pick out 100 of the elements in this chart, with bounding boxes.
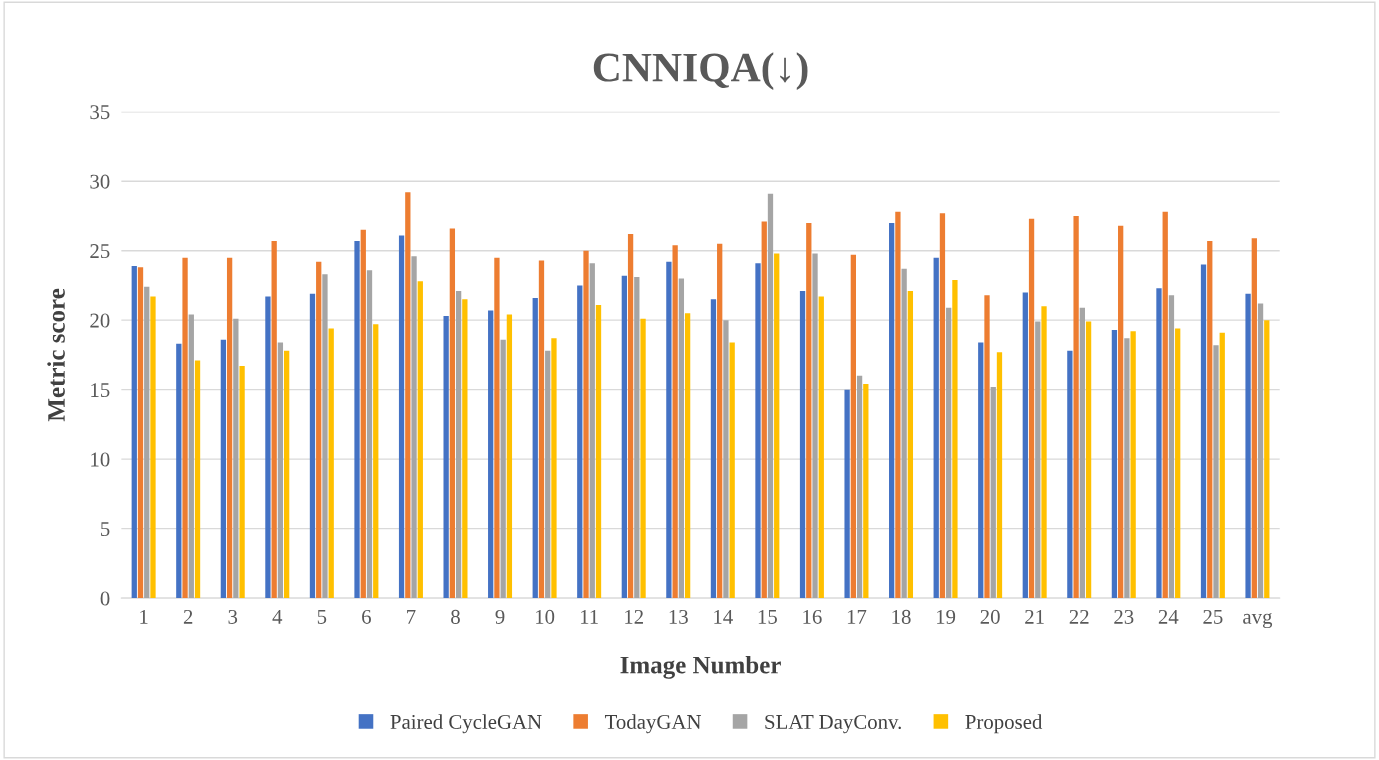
x-tick-label: 23 [1114,609,1134,624]
x-tick-label: 5 [317,610,327,624]
x-tick-label: 6 [362,609,371,624]
bar [328,328,334,599]
x-tick-label: 12 [625,609,643,624]
bar [1251,238,1257,599]
y-tick-label: 5 [101,522,110,537]
bar [723,320,729,599]
bar [316,261,322,599]
x-tick-label: 3 [228,609,238,624]
y-axis-title: Metric score [47,288,65,422]
y-tick-label: 15 [91,383,110,398]
bar [901,268,907,599]
x-tick-label: 24 [1158,609,1179,624]
x-tick-label: 20 [980,609,1000,624]
bar [131,265,137,599]
bar [1156,288,1162,599]
bar [360,229,366,599]
bar [1257,303,1264,599]
bar [462,299,468,599]
bar [265,296,271,599]
bar [1111,329,1118,599]
bar [678,278,685,599]
bar [1079,307,1085,599]
bar [895,211,901,599]
bar [1067,350,1073,599]
x-tick-label: 17 [847,609,867,624]
y-tick-label: 20 [90,313,110,328]
bar [1213,345,1219,599]
bar [188,314,194,599]
x-tick-label: 1 [140,609,148,624]
bar [710,299,717,599]
bar [182,257,188,599]
bar [150,296,156,599]
bar [1073,215,1079,599]
bar [417,281,423,599]
bar [577,285,583,599]
bar [946,307,952,599]
bar [621,275,627,599]
bar [354,240,360,599]
bar [1219,332,1225,599]
y-tick-label: 35 [90,105,110,120]
legend-label: Paired CycleGAN [390,714,542,734]
chart-title: CNNIQA(↓) [593,52,808,91]
bar [233,318,239,599]
bar [978,342,984,599]
bar [283,350,290,599]
x-tick-label: 13 [669,609,688,624]
bar [220,339,227,599]
bar [1207,240,1213,599]
x-tick-label: 4 [272,609,283,624]
bar [634,277,640,599]
bar [889,222,895,599]
bar [137,267,144,599]
y-tick-label: 0 [100,591,110,606]
bar [538,260,545,599]
bar [1035,321,1041,599]
x-tick-label: 8 [451,609,460,624]
bar [411,256,417,599]
bar [684,313,691,599]
bar [939,213,946,599]
bar [1085,321,1092,599]
bar [239,366,245,599]
x-tick-label: 25 [1203,609,1223,624]
bar [812,253,818,599]
bar [443,316,449,599]
legend-label: Proposed [965,714,1043,734]
bar [144,286,150,599]
bar [627,234,634,599]
x-tick-label: 14 [714,609,733,624]
bar [1264,320,1270,599]
bar [1124,338,1130,599]
bar [933,257,939,599]
bar [583,250,589,599]
bar [761,221,767,599]
bar [1168,295,1175,599]
bar [806,222,812,599]
bar [856,375,863,599]
bar [405,192,411,599]
bar [952,279,958,599]
bar [226,257,233,599]
x-axis-title: Image Number [620,655,781,679]
bar [774,253,780,599]
bar [1245,293,1251,599]
bar [1175,328,1181,599]
bar [818,296,824,599]
bar [767,193,774,599]
x-tick-label: avg [1243,612,1273,629]
y-tick-label: 10 [91,452,110,467]
bar [277,342,284,599]
bar [990,386,996,599]
bar [176,343,182,599]
x-tick-label: 15 [758,609,777,624]
bar [532,297,538,599]
bar [551,338,557,599]
bar [545,350,551,599]
bar [589,263,595,599]
y-tick-label: 30 [90,174,110,189]
bar [984,295,990,599]
bar [595,304,602,599]
